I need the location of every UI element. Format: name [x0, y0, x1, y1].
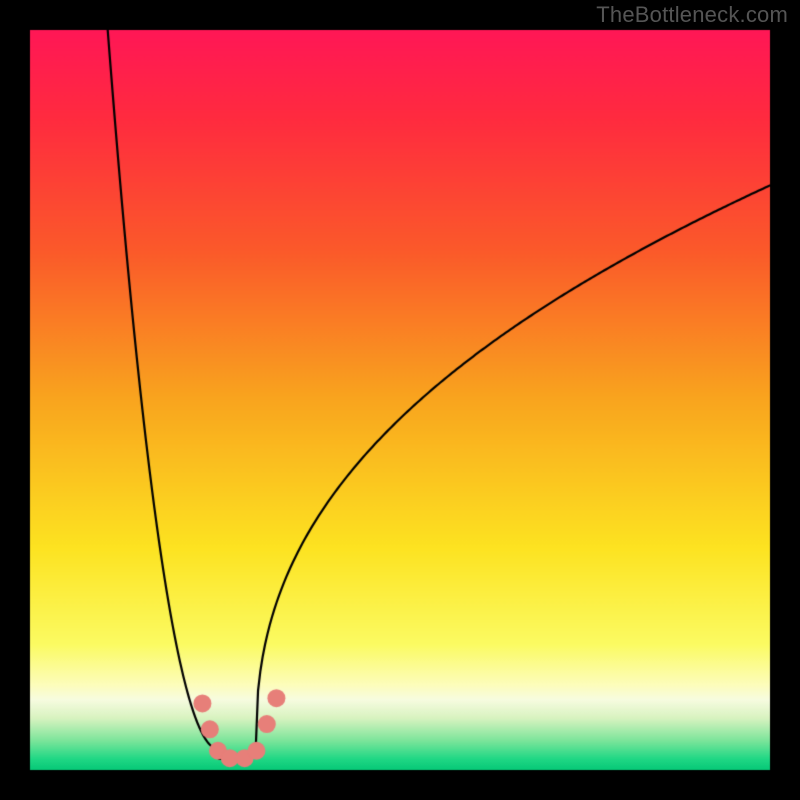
chart-container: TheBottleneck.com [0, 0, 800, 800]
bottleneck-curve-chart [0, 0, 800, 800]
